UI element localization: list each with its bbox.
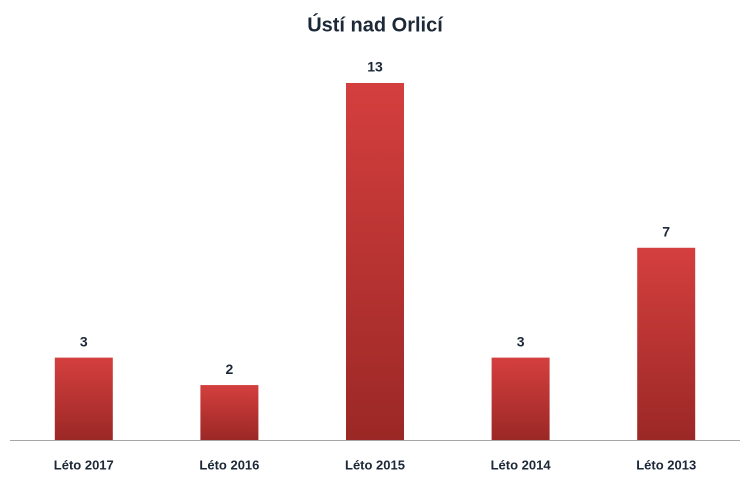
value-label: 7 xyxy=(662,223,670,239)
x-tick-label: Léto 2014 xyxy=(491,457,552,472)
chart-title: Ústí nad Orlicí xyxy=(307,12,444,36)
x-tick-label: Léto 2017 xyxy=(54,457,114,472)
x-tick-label: Léto 2015 xyxy=(345,457,405,472)
value-label: 3 xyxy=(517,333,525,349)
value-label: 2 xyxy=(226,361,234,377)
bar xyxy=(346,83,404,440)
value-label: 3 xyxy=(80,333,88,349)
value-label: 13 xyxy=(367,59,383,75)
bar xyxy=(54,357,113,440)
x-tick-label: Léto 2016 xyxy=(199,457,259,472)
x-tick-label: Léto 2013 xyxy=(636,457,696,472)
bar xyxy=(637,247,696,440)
bar xyxy=(200,385,259,440)
bar xyxy=(491,357,550,440)
